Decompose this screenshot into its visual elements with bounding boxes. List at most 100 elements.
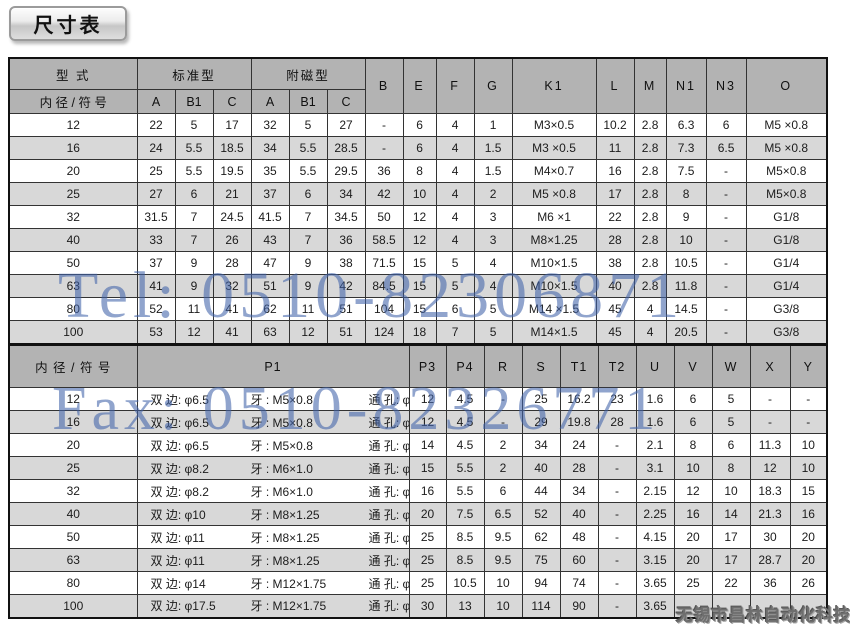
- value-cell: 2.8: [633, 182, 667, 206]
- value-cell: 24.5: [212, 205, 252, 229]
- p1-thread: 牙 : M12×1.75: [250, 599, 327, 614]
- p1-side: 双 边: φ6.5: [150, 438, 209, 453]
- p1-cell: 双 边: φ8.2 牙 : M6×1.0 通 孔: φ4.6: [136, 479, 410, 503]
- value-cell: 4.5: [445, 387, 485, 411]
- value-cell: 45: [595, 320, 635, 344]
- p1-through: 通 孔: φ4.2: [368, 415, 409, 430]
- p1-through: 通 孔: φ4.2: [368, 438, 409, 453]
- value-cell: M10×1.5: [511, 274, 597, 298]
- dimension-table-top: 型 式 标准型 附磁型 B E F G K1 L M N1 N3 O 内 径 /…: [8, 57, 828, 345]
- header-col-B: B: [364, 57, 404, 114]
- value-cell: 36: [749, 571, 791, 595]
- value-cell: -: [364, 136, 404, 160]
- table-row: 100 53 12 41 63 12 51 124 18 7 5 M14×1.5 45 4 20.5- G3/…: [8, 320, 828, 344]
- value-cell: M4×0.7: [511, 159, 597, 183]
- page-title-text: 尺寸表: [33, 15, 103, 37]
- p1-side: 双 边: φ10: [150, 507, 206, 522]
- value-cell: 41: [136, 274, 176, 298]
- header-sub-C2: C: [326, 89, 366, 114]
- value-cell: 5.5: [445, 456, 485, 480]
- value-cell: 12: [402, 228, 437, 252]
- table-row: 40 双 边: φ10 牙 : M8×1.25 通 孔: φ6.5207.56.552…: [8, 502, 828, 526]
- value-cell: 20: [789, 525, 828, 549]
- value-cell: 10: [483, 571, 523, 595]
- value-cell: 12: [408, 387, 447, 411]
- header-col-Y: Y: [789, 344, 828, 388]
- value-cell: 34: [250, 136, 290, 160]
- p1-through: 通 孔: φ6.5: [368, 507, 409, 522]
- value-cell: 2.8: [633, 205, 667, 229]
- value-cell: 5: [288, 113, 328, 137]
- value-cell: 1.6: [635, 387, 675, 411]
- value-cell: 3: [473, 228, 513, 252]
- table-row: 20 双 边: φ6.5 牙 : M5×0.8 通 孔: φ4.2144.523424…: [8, 433, 828, 457]
- value-cell: 20: [789, 548, 828, 572]
- p1-through: 通 孔: φ11.3: [368, 599, 409, 614]
- value-cell: 52: [521, 502, 561, 526]
- value-cell: 5.5: [174, 136, 214, 160]
- value-cell: 30: [408, 594, 447, 618]
- value-cell: G1/4: [745, 274, 828, 298]
- p1-side: 双 边: φ8.2: [150, 461, 209, 476]
- value-cell: G3/8: [745, 320, 828, 344]
- value-cell: -: [789, 410, 828, 434]
- bore-cell: 40: [8, 502, 138, 526]
- header-sub-A2: A: [250, 89, 290, 114]
- bore-cell: 12: [8, 387, 138, 411]
- p1-side: 双 边: φ6.5: [150, 415, 209, 430]
- value-cell: 34: [559, 479, 599, 503]
- p1-through: 通 孔: φ6.5: [368, 530, 409, 545]
- table-row: 63 41 9 32 51 9 42 84.5 15 5 4 M10×1.5 40 2.8 11.8- G1/…: [8, 274, 828, 298]
- table-row: 12双 边: φ6.5牙 : M5×0.8通 孔: φ4.2124.5-2516…: [8, 387, 828, 411]
- value-cell: 7.3: [665, 136, 707, 160]
- value-cell: 50: [364, 205, 404, 229]
- value-cell: 7: [288, 205, 328, 229]
- value-cell: 53: [136, 320, 176, 344]
- value-cell: 5: [711, 387, 751, 411]
- value-cell: 16: [673, 502, 713, 526]
- value-cell: 6: [402, 113, 437, 137]
- value-cell: [673, 594, 713, 618]
- value-cell: 2.8: [633, 251, 667, 275]
- value-cell: 40: [595, 274, 635, 298]
- value-cell: 114: [521, 594, 561, 618]
- value-cell: 32: [250, 113, 290, 137]
- value-cell: -: [483, 410, 523, 434]
- p1-thread: 牙 : M5×0.8: [250, 392, 313, 407]
- value-cell: 9: [288, 251, 328, 275]
- value-cell: 1: [473, 113, 513, 137]
- value-cell: M3×0.5: [511, 113, 597, 137]
- value-cell: 37: [250, 182, 290, 206]
- header-col-T2: T2: [597, 344, 637, 388]
- value-cell: 14.5: [665, 297, 707, 321]
- bore-cell: 63: [8, 274, 138, 298]
- value-cell: 74: [559, 571, 599, 595]
- value-cell: 2.8: [633, 136, 667, 160]
- p1-cell: 双 边: φ11 牙 : M8×1.25 通 孔: φ6.5: [136, 548, 410, 572]
- value-cell: 10.5: [445, 571, 485, 595]
- header-col-G: G: [473, 57, 513, 114]
- value-cell: 14: [408, 433, 447, 457]
- p1-side: 双 边: φ11: [150, 553, 205, 568]
- value-cell: 28: [595, 228, 635, 252]
- value-cell: G1/8: [745, 228, 828, 252]
- p1-through: 通 孔: φ4.6: [368, 484, 409, 499]
- value-cell: -: [597, 479, 637, 503]
- value-cell: 23: [597, 387, 637, 411]
- value-cell: 35: [250, 159, 290, 183]
- value-cell: 5: [435, 274, 475, 298]
- value-cell: 9: [174, 251, 214, 275]
- value-cell: 2.15: [635, 479, 675, 503]
- header-bore-symbol-2: 内 径 / 符 号: [8, 344, 138, 388]
- value-cell: 27: [326, 113, 366, 137]
- value-cell: 7: [288, 228, 328, 252]
- value-cell: 10.5: [665, 251, 707, 275]
- header-col-V: V: [673, 344, 713, 388]
- value-cell: 6: [288, 182, 328, 206]
- value-cell: 19.8: [559, 410, 599, 434]
- value-cell: 1.6: [635, 410, 675, 434]
- value-cell: 3.65: [635, 594, 675, 618]
- header-col-E: E: [402, 57, 437, 114]
- value-cell: 30: [749, 525, 791, 549]
- value-cell: 26: [212, 228, 252, 252]
